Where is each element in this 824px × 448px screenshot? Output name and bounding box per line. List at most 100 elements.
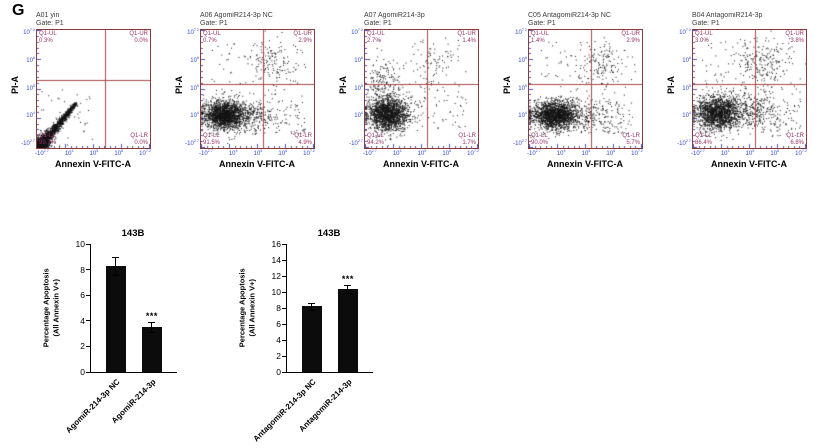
y-axis-ticks: 107.2 106 105 104 -102.7 (343, 28, 363, 147)
plot-gate: Gate: P1 (36, 20, 64, 28)
flow-cytometry-row: A01 yin Gate: P1 PI-A 107.2 106 105 104 -102.7 Q… (8, 12, 822, 198)
x-tick-label: 105 (745, 149, 755, 157)
y-tick-label: 107.2 (351, 28, 363, 36)
x-tick-label: 107.2 (631, 149, 643, 157)
y-tick-label: 104 (682, 111, 691, 120)
y-axis-label: Percentage Apoptosis (All Annexin V+) (41, 269, 61, 348)
x-tick-label: 107.2 (467, 149, 479, 157)
y-tick-label: 8 (80, 264, 85, 275)
y-axis-label: Percentage Apoptosis (All Annexin V+) (237, 269, 257, 348)
y-tick-label: 4 (80, 315, 85, 326)
y-axis-label-line1: Percentage Apoptosis (41, 268, 51, 348)
y-tick-label: -102.7 (349, 139, 363, 147)
x-tick-label: -102.7 (527, 149, 541, 157)
bar (301, 306, 322, 372)
flow-plot: B04 AntagomiR214-3p Gate: P1 PI-A 107.2 106 1… (664, 12, 822, 198)
x-tick-label: 106 (606, 149, 616, 157)
x-tick-label: 105 (581, 149, 591, 157)
x-tick-label: 104 (64, 149, 74, 157)
x-category-label: AntagomiR-214-3p NC (251, 377, 318, 444)
y-tick-label: 16 (271, 239, 281, 249)
y-tick-mark (86, 345, 90, 347)
flow-plot: C05 AntagomiR214-3p NC Gate: P1 PI-A 107.2 1… (500, 12, 658, 198)
x-tick-label: 104 (720, 149, 730, 157)
x-tick-label: 106 (114, 149, 124, 157)
y-tick-mark (282, 339, 286, 341)
y-tick-label: -102.7 (677, 139, 691, 147)
x-tick-label: 107.2 (303, 149, 315, 157)
x-axis-ticks: -102.7 104 105 106 107.2 (363, 149, 479, 157)
y-tick-label: 14 (271, 255, 281, 265)
plot-sample-id: C05 AntagomiR214-3p NC (528, 12, 611, 19)
plot-gate: Gate: P1 (364, 20, 392, 28)
bar (105, 265, 126, 372)
y-tick-label: 106 (26, 55, 35, 64)
plot-sample-id: A07 AgomiR214-3p (364, 12, 425, 19)
x-tick-label: 104 (228, 149, 238, 157)
y-tick-mark (282, 259, 286, 261)
x-tick-label: -102.7 (363, 149, 377, 157)
y-axis-ticks: 107.2 106 105 104 -102.7 (671, 28, 691, 147)
y-tick-mark (282, 243, 286, 245)
panel-label: G (12, 2, 25, 19)
x-axis-ticks: -102.7 104 105 106 107.2 (199, 149, 315, 157)
plot-gate: Gate: P1 (692, 20, 720, 28)
flow-scatter-canvas (528, 29, 643, 149)
error-bar-cap-bottom (308, 309, 316, 311)
x-axis-label: Annexin V-FITC-A (547, 159, 623, 169)
significance-stars: *** (341, 273, 354, 284)
plot-sample-id: A01 yin (36, 12, 60, 19)
x-tick-label: 106 (442, 149, 452, 157)
bar (141, 327, 162, 372)
chart-title: 143B (317, 228, 341, 239)
x-tick-label: 105 (253, 149, 263, 157)
y-axis-label-line2: (All Annexin V+) (51, 279, 61, 337)
y-tick-label: 0 (276, 367, 281, 377)
y-tick-label: 104 (354, 111, 363, 120)
y-tick-mark (86, 320, 90, 322)
y-tick-mark (86, 294, 90, 296)
y-tick-label: 104 (518, 111, 527, 120)
y-tick-label: 105 (354, 83, 363, 92)
x-axis-ticks: -102.7 104 105 106 107.2 (527, 149, 643, 157)
apoptosis-bar-chart: 143B Percentage Apoptosis (All Annexin V+)… (41, 226, 234, 448)
x-tick-label: 105 (417, 149, 427, 157)
y-axis-ticks: 107.2 106 105 104 -102.7 (179, 28, 199, 147)
x-tick-label: 104 (556, 149, 566, 157)
flow-plot: A07 AgomiR214-3p Gate: P1 PI-A 107.2 106 105 1… (336, 12, 494, 198)
x-axis-ticks: -102.7 104 105 106 107.2 (691, 149, 807, 157)
plot-frame (90, 244, 177, 373)
plot-header: C05 AntagomiR214-3p NC Gate: P1 (528, 12, 611, 29)
y-tick-label: 107.2 (23, 28, 35, 36)
x-category-label: AgomiR-214-3p NC (63, 377, 122, 435)
plot-header: A01 yin Gate: P1 (36, 12, 64, 29)
y-tick-label: 106 (518, 55, 527, 64)
y-tick-mark (86, 269, 90, 271)
plot-sample-id: B04 AntagomiR214-3p (692, 12, 763, 19)
bar (337, 288, 358, 372)
plot-frame (286, 244, 373, 373)
y-tick-label: 106 (682, 55, 691, 64)
x-tick-label: 105 (89, 149, 99, 157)
x-axis-label: Annexin V-FITC-A (55, 159, 131, 169)
y-tick-label: -102.7 (513, 139, 527, 147)
y-tick-label: 104 (26, 111, 35, 120)
x-tick-label: -102.7 (199, 149, 213, 157)
x-axis-label: Annexin V-FITC-A (219, 159, 295, 169)
y-axis-label-line1: Percentage Apoptosis (237, 268, 247, 348)
y-axis-label-line2: (All Annexin V+) (247, 279, 257, 337)
flow-scatter-canvas (364, 29, 479, 149)
x-tick-label: -102.7 (691, 149, 705, 157)
y-tick-label: 107.2 (187, 28, 199, 36)
error-bar-cap-top (148, 322, 156, 324)
error-bar-cap-bottom (112, 274, 120, 276)
plot-header: B04 AntagomiR214-3p Gate: P1 (692, 12, 762, 29)
x-tick-label: 106 (278, 149, 288, 157)
error-bar-cap-bottom (344, 292, 352, 294)
y-tick-mark (282, 371, 286, 373)
y-tick-mark (282, 291, 286, 293)
flow-plot: A06 AgomiR214-3p NC Gate: P1 PI-A 107.2 106 1… (172, 12, 330, 198)
y-tick-label: 6 (276, 319, 281, 329)
chart-title: 143B (121, 228, 145, 239)
flow-plot: A01 yin Gate: P1 PI-A 107.2 106 105 104 -102.7 Q… (8, 12, 166, 198)
